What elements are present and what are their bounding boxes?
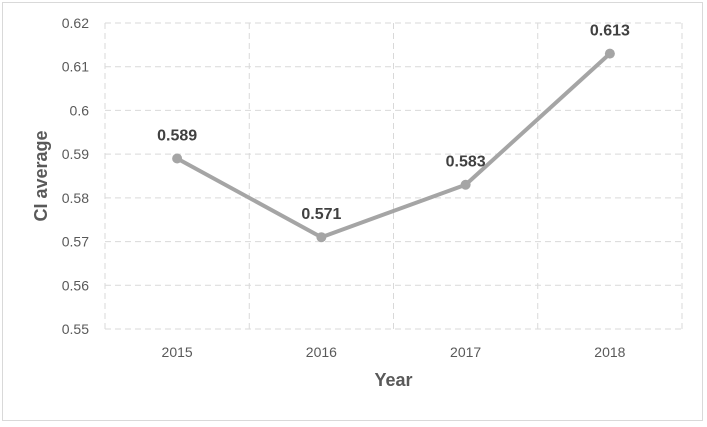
y-axis-title: CI average bbox=[31, 130, 51, 221]
series bbox=[172, 48, 615, 243]
y-tick-label: 0.59 bbox=[62, 146, 89, 162]
y-tick-label: 0.58 bbox=[62, 190, 89, 206]
chart-frame bbox=[2, 2, 703, 421]
y-tick-label: 0.57 bbox=[62, 234, 89, 250]
data-label: 0.583 bbox=[446, 154, 486, 171]
grid bbox=[104, 22, 683, 330]
y-axis-ticks: 0.55 0.56 0.57 0.58 0.59 0.6 0.61 0.62 bbox=[62, 15, 89, 337]
data-label: 0.613 bbox=[590, 23, 630, 40]
data-point bbox=[460, 179, 471, 190]
x-tick-label: 2016 bbox=[306, 344, 337, 360]
x-axis-ticks: 2015 2016 2017 2018 bbox=[162, 344, 626, 360]
series-line bbox=[175, 51, 612, 240]
y-tick-label: 0.6 bbox=[70, 102, 90, 118]
data-labels: 0.589 0.571 0.583 0.613 bbox=[157, 23, 630, 224]
data-point bbox=[604, 48, 615, 59]
data-point bbox=[172, 153, 183, 164]
y-tick-label: 0.55 bbox=[62, 321, 89, 337]
y-tick-label: 0.62 bbox=[62, 15, 89, 31]
data-point bbox=[316, 232, 327, 243]
y-tick-label: 0.61 bbox=[62, 59, 89, 75]
x-axis-title: Year bbox=[374, 370, 412, 390]
y-tick-label: 0.56 bbox=[62, 277, 89, 293]
data-label: 0.571 bbox=[301, 206, 341, 223]
x-tick-label: 2015 bbox=[162, 344, 193, 360]
x-tick-label: 2018 bbox=[594, 344, 625, 360]
x-tick-label: 2017 bbox=[450, 344, 481, 360]
data-label: 0.589 bbox=[157, 128, 197, 145]
